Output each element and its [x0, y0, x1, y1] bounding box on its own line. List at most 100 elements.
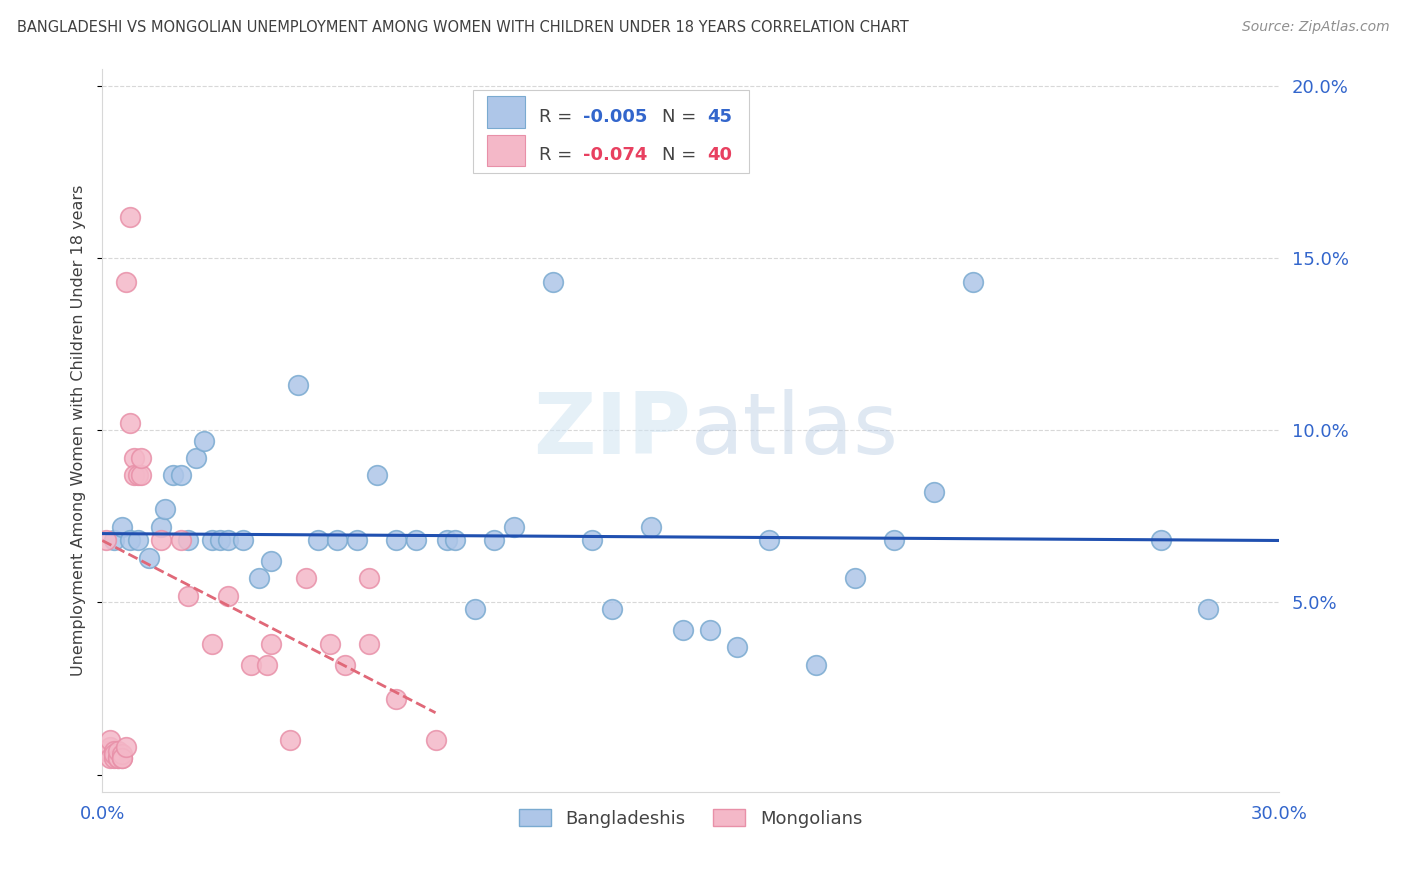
Point: [103, 747, 125, 761]
Point: [169, 533, 191, 548]
Point: [127, 533, 149, 548]
Point: [208, 533, 231, 548]
Point: [464, 602, 486, 616]
Bar: [486, 96, 524, 128]
Point: [318, 637, 340, 651]
Point: [111, 750, 134, 764]
Point: [484, 533, 506, 548]
Text: atlas: atlas: [690, 389, 898, 472]
Point: [260, 554, 283, 568]
Point: [150, 533, 173, 548]
Y-axis label: Unemployment Among Women with Children Under 18 years: Unemployment Among Women with Children U…: [72, 185, 86, 676]
Text: N =: N =: [662, 146, 702, 164]
Point: [98, 740, 121, 755]
Point: [111, 747, 134, 761]
Text: 45: 45: [707, 108, 733, 126]
Point: [922, 485, 945, 500]
Point: [111, 519, 134, 533]
Point: [118, 533, 141, 548]
Point: [131, 468, 153, 483]
Point: [111, 750, 134, 764]
Bar: [486, 135, 524, 166]
Point: [405, 533, 427, 548]
Text: 40: 40: [707, 146, 733, 164]
Point: [385, 692, 408, 706]
Point: [94, 744, 117, 758]
Point: [217, 589, 239, 603]
Point: [177, 589, 200, 603]
Point: [541, 275, 564, 289]
Point: [169, 468, 191, 483]
Point: [217, 533, 239, 548]
Point: [177, 533, 200, 548]
Text: -0.074: -0.074: [583, 146, 648, 164]
Point: [699, 623, 721, 637]
Point: [114, 740, 136, 755]
Point: [153, 502, 176, 516]
Text: N =: N =: [662, 108, 702, 126]
Point: [280, 733, 302, 747]
Point: [581, 533, 603, 548]
Point: [357, 571, 380, 585]
Point: [103, 744, 125, 758]
Point: [114, 275, 136, 289]
Point: [260, 637, 283, 651]
Point: [307, 533, 329, 548]
Point: [240, 657, 263, 672]
Point: [118, 417, 141, 431]
Point: [98, 733, 121, 747]
Point: [346, 533, 368, 548]
Point: [326, 533, 349, 548]
Text: Source: ZipAtlas.com: Source: ZipAtlas.com: [1241, 20, 1389, 34]
Point: [103, 747, 125, 761]
Point: [122, 468, 145, 483]
Text: R =: R =: [538, 108, 578, 126]
Point: [335, 657, 357, 672]
Legend: Bangladeshis, Mongolians: Bangladeshis, Mongolians: [512, 802, 869, 835]
Point: [201, 533, 224, 548]
Point: [107, 750, 129, 764]
Point: [107, 744, 129, 758]
Point: [186, 450, 208, 465]
Point: [436, 533, 458, 548]
Point: [103, 533, 125, 548]
Point: [247, 571, 270, 585]
Point: [287, 378, 309, 392]
Point: [671, 623, 693, 637]
Point: [1150, 533, 1173, 548]
Point: [295, 571, 318, 585]
Point: [385, 533, 408, 548]
Text: ZIP: ZIP: [533, 389, 690, 472]
Point: [98, 750, 121, 764]
Point: [193, 434, 215, 448]
Point: [962, 275, 984, 289]
Point: [366, 468, 388, 483]
Point: [804, 657, 827, 672]
Point: [727, 640, 749, 655]
Point: [201, 637, 224, 651]
Point: [138, 550, 160, 565]
Point: [94, 533, 117, 548]
Point: [444, 533, 467, 548]
Point: [600, 602, 623, 616]
Point: [357, 637, 380, 651]
Point: [844, 571, 866, 585]
Point: [883, 533, 905, 548]
Point: [256, 657, 278, 672]
Point: [118, 210, 141, 224]
Point: [503, 519, 526, 533]
Point: [131, 450, 153, 465]
Point: [1197, 602, 1219, 616]
Bar: [472, 90, 749, 173]
Point: [162, 468, 184, 483]
Point: [103, 750, 125, 764]
Point: [150, 519, 173, 533]
Point: [232, 533, 254, 548]
Point: [122, 450, 145, 465]
Point: [758, 533, 780, 548]
Text: R =: R =: [538, 146, 578, 164]
Point: [640, 519, 662, 533]
Text: BANGLADESHI VS MONGOLIAN UNEMPLOYMENT AMONG WOMEN WITH CHILDREN UNDER 18 YEARS C: BANGLADESHI VS MONGOLIAN UNEMPLOYMENT AM…: [17, 20, 908, 35]
Point: [107, 750, 129, 764]
Text: -0.005: -0.005: [583, 108, 648, 126]
